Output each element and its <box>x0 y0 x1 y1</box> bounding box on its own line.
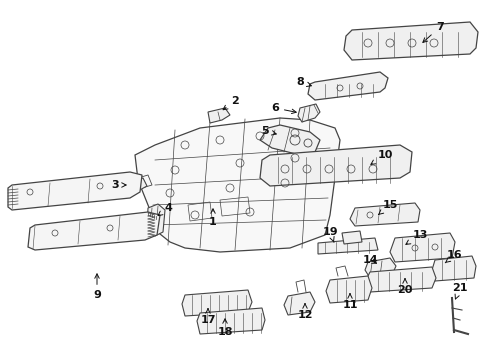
Polygon shape <box>365 267 435 292</box>
Text: 1: 1 <box>209 209 217 227</box>
Text: 4: 4 <box>158 203 172 216</box>
Polygon shape <box>389 233 454 262</box>
Polygon shape <box>325 276 371 303</box>
Text: 9: 9 <box>93 274 101 300</box>
Polygon shape <box>284 292 314 315</box>
Polygon shape <box>317 238 377 254</box>
Text: 5: 5 <box>261 126 276 136</box>
Text: 10: 10 <box>370 150 392 165</box>
Text: 19: 19 <box>322 227 337 242</box>
Text: 21: 21 <box>451 283 467 299</box>
Polygon shape <box>128 178 147 191</box>
Text: 2: 2 <box>223 96 238 110</box>
Text: 11: 11 <box>342 294 357 310</box>
Polygon shape <box>207 108 229 123</box>
Polygon shape <box>28 212 160 250</box>
Polygon shape <box>341 231 361 244</box>
Polygon shape <box>349 203 419 226</box>
Polygon shape <box>343 22 477 60</box>
Polygon shape <box>260 125 319 155</box>
Polygon shape <box>197 308 264 334</box>
Text: 14: 14 <box>362 255 377 265</box>
Text: 6: 6 <box>270 103 296 113</box>
Text: 13: 13 <box>405 230 427 244</box>
Polygon shape <box>297 104 319 122</box>
Polygon shape <box>431 256 475 281</box>
Polygon shape <box>364 258 395 278</box>
Text: 18: 18 <box>217 319 232 337</box>
Polygon shape <box>182 290 251 316</box>
Polygon shape <box>260 145 411 186</box>
Polygon shape <box>8 172 142 210</box>
Text: 8: 8 <box>296 77 311 87</box>
Polygon shape <box>147 204 164 236</box>
Text: 12: 12 <box>297 304 312 320</box>
Text: 15: 15 <box>378 200 397 215</box>
Text: 3: 3 <box>111 180 126 190</box>
Polygon shape <box>135 118 339 252</box>
Text: 17: 17 <box>200 309 215 325</box>
Text: 16: 16 <box>445 250 462 263</box>
Polygon shape <box>307 72 387 100</box>
Text: 20: 20 <box>397 279 412 295</box>
Text: 7: 7 <box>422 22 443 42</box>
